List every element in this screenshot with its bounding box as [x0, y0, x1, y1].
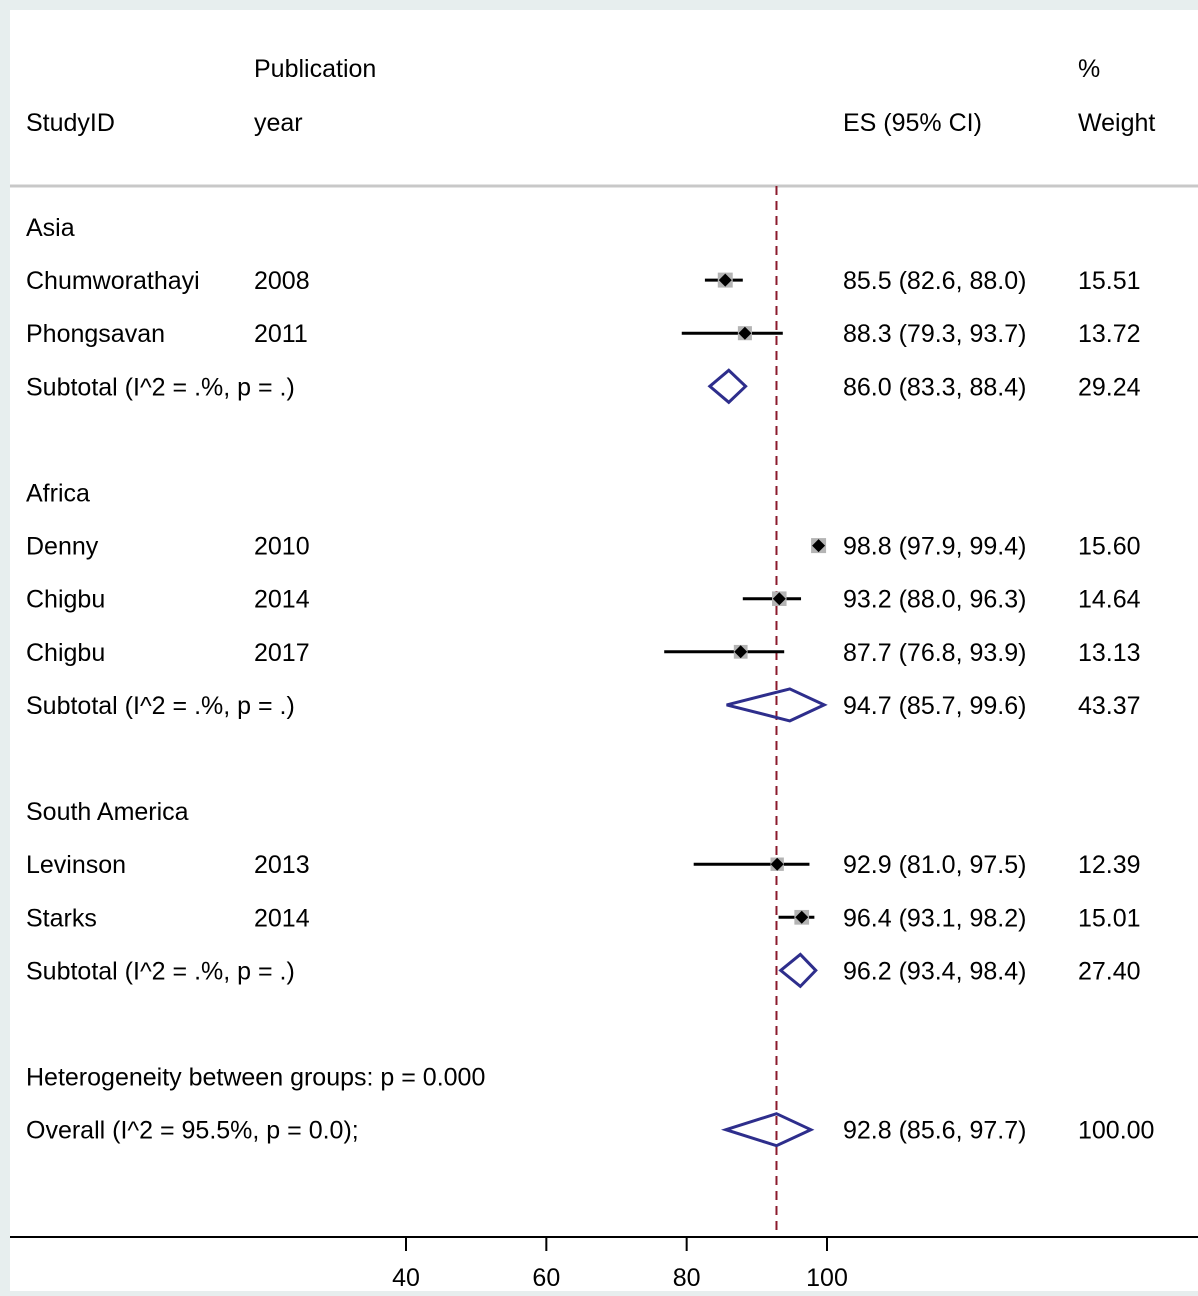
row-label: Chigbu	[26, 639, 105, 667]
plot-background	[10, 10, 1198, 1291]
overall-diamond	[720, 1112, 815, 1148]
point-estimate	[734, 645, 748, 659]
row-weight: 27.40	[1078, 957, 1141, 985]
x-tick-label: 100	[806, 1264, 848, 1291]
row-weight: 13.72	[1078, 320, 1141, 348]
row-es-ci: 87.7 (76.8, 93.9)	[843, 639, 1026, 667]
row-weight: 12.39	[1078, 851, 1141, 879]
row-year: 2014	[254, 904, 310, 932]
row-label: Chumworathayi	[26, 267, 200, 295]
point-estimate	[795, 910, 809, 924]
point-estimate	[772, 592, 786, 606]
header-weight-line2: Weight	[1078, 109, 1155, 137]
x-axis: 40 60 80 100	[10, 1236, 1198, 1292]
row-weight: 15.51	[1078, 267, 1141, 295]
row-weight: 15.01	[1078, 904, 1141, 932]
row-year: 2013	[254, 851, 310, 879]
row-es-ci: 96.4 (93.1, 98.2)	[843, 904, 1026, 932]
row-es-ci: 98.8 (97.9, 99.4)	[843, 533, 1026, 561]
forest-rows: Asia Chumworathayi 2008 85.5 (82.6, 88.0) 15…	[26, 214, 1154, 1148]
row-weight: 15.60	[1078, 533, 1141, 561]
subtotal-diamond	[726, 687, 828, 723]
row-label: Africa	[26, 480, 90, 508]
row-es-ci: 88.3 (79.3, 93.7)	[843, 320, 1026, 348]
point-estimate	[738, 326, 752, 340]
row-label: Phongsavan	[26, 320, 165, 348]
row-label: South America	[26, 798, 189, 826]
row-es-ci: 93.2 (88.0, 96.3)	[843, 586, 1026, 614]
row-weight: 29.24	[1078, 373, 1141, 401]
header-study-label: StudyID	[26, 109, 115, 137]
point-estimate	[770, 857, 784, 871]
row-label: Denny	[26, 533, 99, 561]
row-weight: 13.13	[1078, 639, 1141, 667]
x-tick-label: 40	[392, 1264, 420, 1291]
row-label: Asia	[26, 214, 75, 242]
row-label: Overall (I^2 = 95.5%, p = 0.0);	[26, 1117, 359, 1145]
x-tick-label: 60	[532, 1264, 560, 1291]
point-estimate	[812, 539, 826, 553]
row-label: Starks	[26, 904, 97, 932]
row-weight: 43.37	[1078, 692, 1141, 720]
header-es-label: ES (95% CI)	[843, 109, 982, 137]
header-year-line1: Publication	[254, 55, 376, 83]
subtotal-diamond	[778, 952, 818, 989]
row-es-ci: 92.9 (81.0, 97.5)	[843, 851, 1026, 879]
row-year: 2011	[254, 320, 308, 348]
row-label: Chigbu	[26, 586, 105, 614]
subtotal-diamond	[707, 368, 748, 405]
row-weight: 100.00	[1078, 1117, 1154, 1145]
row-label: Subtotal (I^2 = .%, p = .)	[26, 957, 295, 985]
row-es-ci: 85.5 (82.6, 88.0)	[843, 267, 1026, 295]
row-es-ci: 96.2 (93.4, 98.4)	[843, 957, 1026, 985]
point-estimate	[718, 273, 732, 287]
row-es-ci: 94.7 (85.7, 99.6)	[843, 692, 1026, 720]
row-year: 2010	[254, 533, 310, 561]
header-year-line2: year	[254, 109, 303, 137]
x-tick-label: 80	[673, 1264, 701, 1291]
row-year: 2008	[254, 267, 310, 295]
row-label: Subtotal (I^2 = .%, p = .)	[26, 373, 295, 401]
header-weight-line1: %	[1078, 55, 1100, 83]
row-weight: 14.64	[1078, 586, 1141, 614]
row-year: 2014	[254, 586, 310, 614]
row-year: 2017	[254, 639, 310, 667]
row-label: Heterogeneity between groups: p = 0.000	[26, 1064, 485, 1092]
row-es-ci: 86.0 (83.3, 88.4)	[843, 373, 1026, 401]
row-es-ci: 92.8 (85.6, 97.7)	[843, 1117, 1026, 1145]
table-header: Publication % StudyID year ES (95% CI) W…	[10, 55, 1198, 188]
row-label: Subtotal (I^2 = .%, p = .)	[26, 692, 295, 720]
row-label: Levinson	[26, 851, 126, 879]
